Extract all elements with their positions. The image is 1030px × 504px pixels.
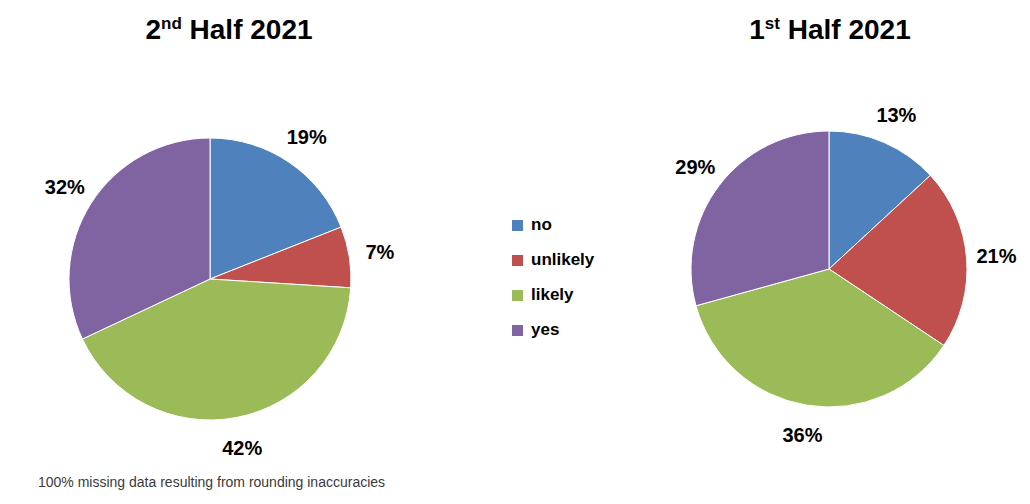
legend-label: unlikely xyxy=(531,249,594,271)
pie-slice-label-unlikely: 21% xyxy=(976,245,1016,267)
pie-slice-label-unlikely: 7% xyxy=(365,241,394,263)
legend-item-likely: likely xyxy=(512,284,594,306)
title-suffix: Half 2021 xyxy=(182,14,313,45)
legend-item-no: no xyxy=(512,214,594,236)
title-prefix: 1 xyxy=(749,14,765,45)
legend-item-unlikely: unlikely xyxy=(512,249,594,271)
title-superscript: st xyxy=(765,14,780,33)
legend-label: yes xyxy=(531,319,559,341)
pie-chart-1st-half-2021: 13% 21% 36% 29% xyxy=(634,74,1024,474)
title-superscript: nd xyxy=(161,14,182,33)
pie-slice-label-no: 19% xyxy=(287,126,327,148)
pie-slice-label-yes: 29% xyxy=(675,156,715,178)
legend-swatch-icon xyxy=(512,290,523,301)
legend-swatch-icon xyxy=(512,325,523,336)
title-prefix: 2 xyxy=(145,14,161,45)
pie-charts-figure: 2nd Half 2021 1st Half 2021 19%7%42%32% … xyxy=(0,0,1030,504)
legend-label: no xyxy=(531,214,552,236)
legend-label: likely xyxy=(531,284,574,306)
pie-slice-label-likely: 42% xyxy=(222,437,262,459)
legend-swatch-icon xyxy=(512,220,523,231)
pie-chart-2nd-half-2021: 19% 7% 42% 32% xyxy=(15,84,405,484)
chart-title-2nd-half-2021: 2nd Half 2021 xyxy=(59,14,399,46)
footnote-rounding-note: 100% missing data resulting from roundin… xyxy=(38,474,385,490)
legend-item-yes: yes xyxy=(512,319,594,341)
pie-slice-label-no: 13% xyxy=(876,104,916,126)
title-suffix: Half 2021 xyxy=(780,14,911,45)
pie-slice-label-yes: 32% xyxy=(45,176,85,198)
legend-swatch-icon xyxy=(512,255,523,266)
legend: no unlikely likely yes xyxy=(512,214,594,354)
pie-slice-label-likely: 36% xyxy=(782,424,822,446)
chart-title-1st-half-2021: 1st Half 2021 xyxy=(660,14,1000,46)
